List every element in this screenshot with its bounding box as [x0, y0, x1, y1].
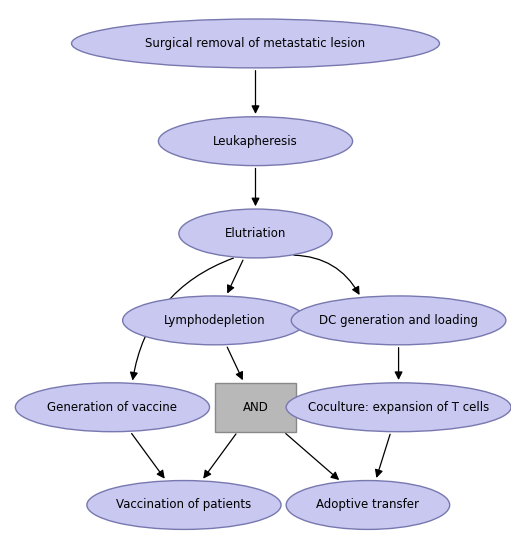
Ellipse shape [286, 481, 450, 529]
Ellipse shape [286, 383, 511, 432]
Ellipse shape [179, 209, 332, 258]
Ellipse shape [291, 296, 506, 345]
Text: Coculture: expansion of T cells: Coculture: expansion of T cells [308, 401, 489, 414]
Ellipse shape [15, 383, 210, 432]
Ellipse shape [158, 117, 353, 166]
Text: Vaccination of patients: Vaccination of patients [117, 498, 251, 512]
Text: Lymphodepletion: Lymphodepletion [164, 314, 265, 327]
Ellipse shape [123, 296, 307, 345]
FancyBboxPatch shape [215, 383, 296, 432]
Text: AND: AND [243, 401, 268, 414]
Text: Surgical removal of metastatic lesion: Surgical removal of metastatic lesion [146, 37, 365, 50]
Text: Adoptive transfer: Adoptive transfer [316, 498, 420, 512]
Text: DC generation and loading: DC generation and loading [319, 314, 478, 327]
Text: Elutriation: Elutriation [225, 227, 286, 240]
Ellipse shape [72, 19, 439, 68]
Text: Generation of vaccine: Generation of vaccine [48, 401, 177, 414]
Ellipse shape [87, 481, 281, 529]
Text: Leukapheresis: Leukapheresis [213, 135, 298, 148]
